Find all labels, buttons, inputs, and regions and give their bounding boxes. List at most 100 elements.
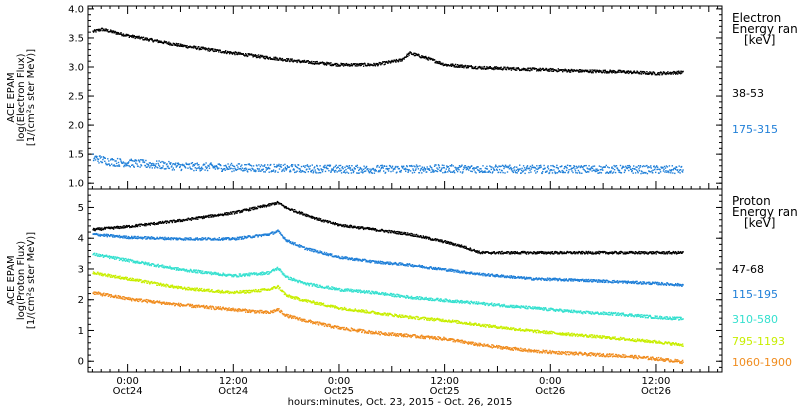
data-point: [510, 251, 513, 253]
data-point: [640, 252, 642, 255]
data-point: [423, 237, 425, 239]
data-point: [517, 67, 519, 69]
data-point: [200, 239, 202, 241]
data-point: [239, 51, 241, 54]
data-point: [348, 225, 351, 227]
data-point: [130, 35, 132, 37]
data-point: [660, 252, 662, 255]
data-point: [608, 172, 610, 174]
data-point: [338, 170, 340, 172]
data-point: [458, 169, 460, 171]
data-point: [180, 238, 182, 240]
data-point: [434, 238, 437, 240]
data-point: [548, 277, 551, 279]
data-point: [156, 236, 158, 239]
data-point: [294, 242, 296, 244]
data-point: [145, 37, 148, 39]
data-point: [435, 239, 437, 242]
data-point: [152, 164, 154, 167]
data-point: [662, 71, 665, 73]
data-point: [268, 58, 270, 60]
data-point: [649, 71, 651, 73]
data-point: [617, 253, 620, 255]
data-point: [551, 251, 554, 253]
data-point: [418, 264, 421, 266]
data-point: [562, 278, 564, 281]
data-point: [608, 167, 610, 169]
data-point: [310, 217, 312, 219]
data-point: [358, 172, 360, 174]
data-point: [426, 171, 428, 173]
data-point: [464, 271, 466, 273]
data-point: [577, 70, 580, 72]
data-point: [616, 71, 619, 73]
data-point: [494, 276, 496, 278]
data-point: [250, 53, 253, 55]
data-point: [413, 165, 415, 167]
data-point: [598, 172, 600, 174]
data-point: [190, 237, 192, 239]
data-point: [469, 166, 471, 168]
data-point: [543, 279, 545, 281]
data-point: [160, 167, 163, 169]
data-point: [591, 167, 594, 170]
data-point: [192, 164, 195, 166]
data-point: [462, 168, 465, 171]
data-point: [328, 63, 330, 65]
data-point: [635, 166, 637, 168]
data-point: [599, 250, 601, 253]
data-point: [316, 250, 319, 252]
data-point: [222, 237, 224, 239]
data-point: [674, 252, 676, 255]
data-point: [123, 227, 125, 229]
data-point: [200, 169, 202, 171]
data-point: [116, 31, 119, 34]
data-point: [654, 167, 656, 169]
data-point: [648, 252, 650, 254]
data-point: [381, 166, 383, 169]
data-point: [346, 165, 349, 167]
data-point: [158, 40, 160, 42]
data-point: [550, 251, 553, 253]
data-point: [633, 165, 635, 167]
data-point: [269, 56, 271, 59]
data-point: [226, 212, 228, 214]
data-point: [390, 170, 392, 173]
data-point: [528, 171, 530, 174]
data-point: [480, 168, 482, 170]
data-point: [245, 164, 247, 166]
data-point: [185, 218, 188, 220]
data-point: [251, 54, 254, 56]
data-point: [513, 252, 515, 254]
data-point: [507, 67, 510, 69]
data-point: [247, 163, 249, 166]
data-point: [98, 30, 101, 32]
data-point: [553, 252, 556, 254]
data-point: [596, 251, 598, 253]
data-point: [299, 169, 302, 172]
data-point: [285, 168, 287, 170]
data-point: [611, 166, 613, 168]
data-point: [621, 166, 624, 169]
data-point: [475, 65, 477, 68]
data-point: [151, 167, 153, 169]
data-point: [175, 42, 177, 45]
data-point: [435, 170, 438, 172]
data-point: [457, 243, 459, 246]
data-point: [475, 167, 477, 169]
data-point: [518, 168, 520, 170]
data-point: [493, 168, 495, 171]
data-point: [585, 171, 587, 173]
data-point: [296, 61, 298, 64]
data-point: [335, 65, 337, 67]
data-point: [274, 231, 277, 234]
data-point: [143, 224, 146, 227]
data-point: [477, 252, 479, 254]
data-point: [508, 68, 510, 71]
data-point: [203, 217, 205, 219]
data-point: [369, 64, 371, 67]
data-point: [308, 166, 310, 168]
data-point: [367, 170, 370, 172]
data-point: [300, 165, 303, 168]
data-point: [112, 159, 114, 161]
